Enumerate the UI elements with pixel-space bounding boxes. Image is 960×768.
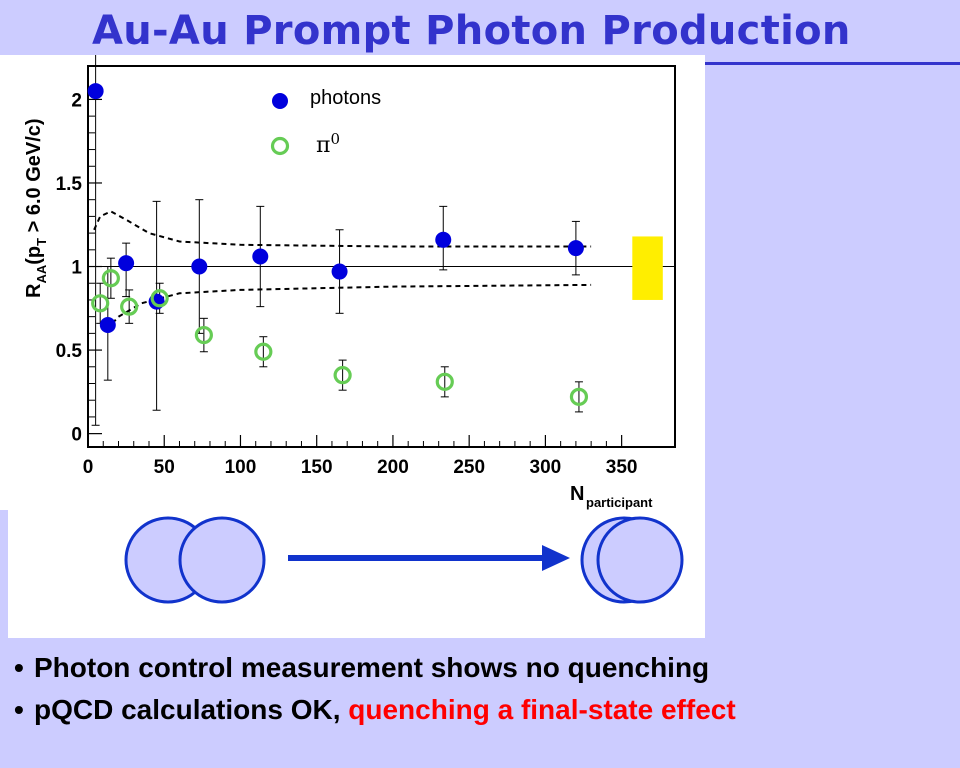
bullet-1-text: Photon control measurement shows no quen… bbox=[34, 652, 710, 683]
x-tick-label: 150 bbox=[301, 457, 333, 478]
x-tick-label: 350 bbox=[606, 457, 638, 478]
bullet-1: • Photon control measurement shows no qu… bbox=[14, 650, 954, 686]
photon-point bbox=[435, 231, 452, 248]
photon-point bbox=[191, 258, 208, 275]
y-axis-label-part: R bbox=[23, 283, 45, 298]
bullet-2: • pQCD calculations OK, quenching a fina… bbox=[14, 692, 954, 728]
legend-pi0-label: π0 bbox=[316, 130, 340, 158]
pi0-point bbox=[101, 269, 120, 288]
x-axis-label: N bbox=[570, 483, 584, 505]
y-tick-label: 2 bbox=[71, 90, 82, 111]
bullet-list: • Photon control measurement shows no qu… bbox=[14, 650, 954, 735]
pi0-point bbox=[333, 366, 352, 385]
collision-arrow-head bbox=[542, 545, 570, 571]
photon-point bbox=[118, 255, 135, 272]
pi0-point bbox=[91, 294, 110, 313]
legend-pi0-superscript: 0 bbox=[330, 130, 340, 148]
slide-title: Au-Au Prompt Photon Production bbox=[92, 8, 851, 54]
pi0-point bbox=[194, 325, 213, 345]
bullet-2-highlight: quenching a final-state effect bbox=[348, 694, 736, 726]
bullet-2-text: pQCD calculations OK, bbox=[34, 694, 349, 726]
y-tick-label: 0.5 bbox=[56, 341, 83, 362]
y-axis-label-text: RAA(pT > 6.0 GeV/c) bbox=[23, 118, 49, 298]
y-axis-label-part: AA bbox=[34, 264, 49, 283]
nucleus-left-b bbox=[178, 516, 266, 604]
legend-pi0-marker bbox=[270, 136, 290, 156]
x-tick-label: 50 bbox=[154, 457, 175, 478]
legend-pi0-symbol: π bbox=[316, 133, 330, 158]
legend-photons-label: photons bbox=[310, 87, 381, 109]
plot-frame bbox=[87, 65, 676, 448]
y-axis-label-part: (p bbox=[23, 246, 45, 265]
x-tick-label: 100 bbox=[225, 457, 257, 478]
pi0-point bbox=[150, 289, 169, 308]
photon-point bbox=[99, 317, 116, 334]
normalization-box bbox=[632, 236, 663, 300]
photon-point bbox=[567, 240, 584, 257]
x-tick-label: 250 bbox=[453, 457, 485, 478]
figure-panel: photons π0 0 50 100 150 200 250 300 350 0 0.5 1 1.5 2… bbox=[8, 55, 705, 638]
x-tick-label: 200 bbox=[377, 457, 409, 478]
bullet-dot: • bbox=[14, 694, 24, 726]
y-axis-label-part: > 6.0 GeV/c) bbox=[23, 118, 45, 238]
bullet-dot: • bbox=[14, 652, 24, 683]
x-axis-label-sub: participant bbox=[586, 495, 653, 510]
title-band bbox=[0, 0, 960, 60]
y-tick-label: 0 bbox=[71, 425, 82, 446]
pi0-point bbox=[435, 372, 454, 391]
title-rule bbox=[700, 62, 960, 65]
pi0-point bbox=[120, 297, 139, 316]
y-axis-label: RAA(pT > 6.0 GeV/c) bbox=[23, 118, 49, 298]
photon-point bbox=[331, 263, 348, 280]
band-upper bbox=[93, 210, 592, 248]
x-tick-label: 300 bbox=[530, 457, 562, 478]
pi0-point bbox=[569, 387, 589, 406]
pi0-point bbox=[254, 342, 273, 361]
y-axis-label-part: T bbox=[34, 238, 49, 246]
photon-point bbox=[87, 83, 104, 100]
y-tick-label: 1 bbox=[71, 258, 82, 279]
x-tick-label: 0 bbox=[83, 457, 94, 478]
band-lower bbox=[105, 283, 592, 331]
photon-point bbox=[252, 248, 269, 265]
legend-photons-marker bbox=[272, 93, 288, 109]
nucleus-right-b bbox=[596, 516, 684, 604]
y-tick-label: 1.5 bbox=[56, 174, 83, 195]
